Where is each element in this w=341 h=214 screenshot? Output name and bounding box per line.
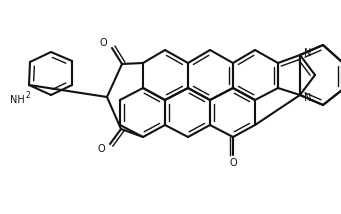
Text: O: O xyxy=(99,38,107,48)
Text: N: N xyxy=(304,93,312,103)
Text: 2: 2 xyxy=(26,91,31,100)
Text: O: O xyxy=(229,158,237,168)
Text: N: N xyxy=(304,48,312,58)
Text: NH: NH xyxy=(10,95,25,105)
Text: O: O xyxy=(97,144,105,154)
